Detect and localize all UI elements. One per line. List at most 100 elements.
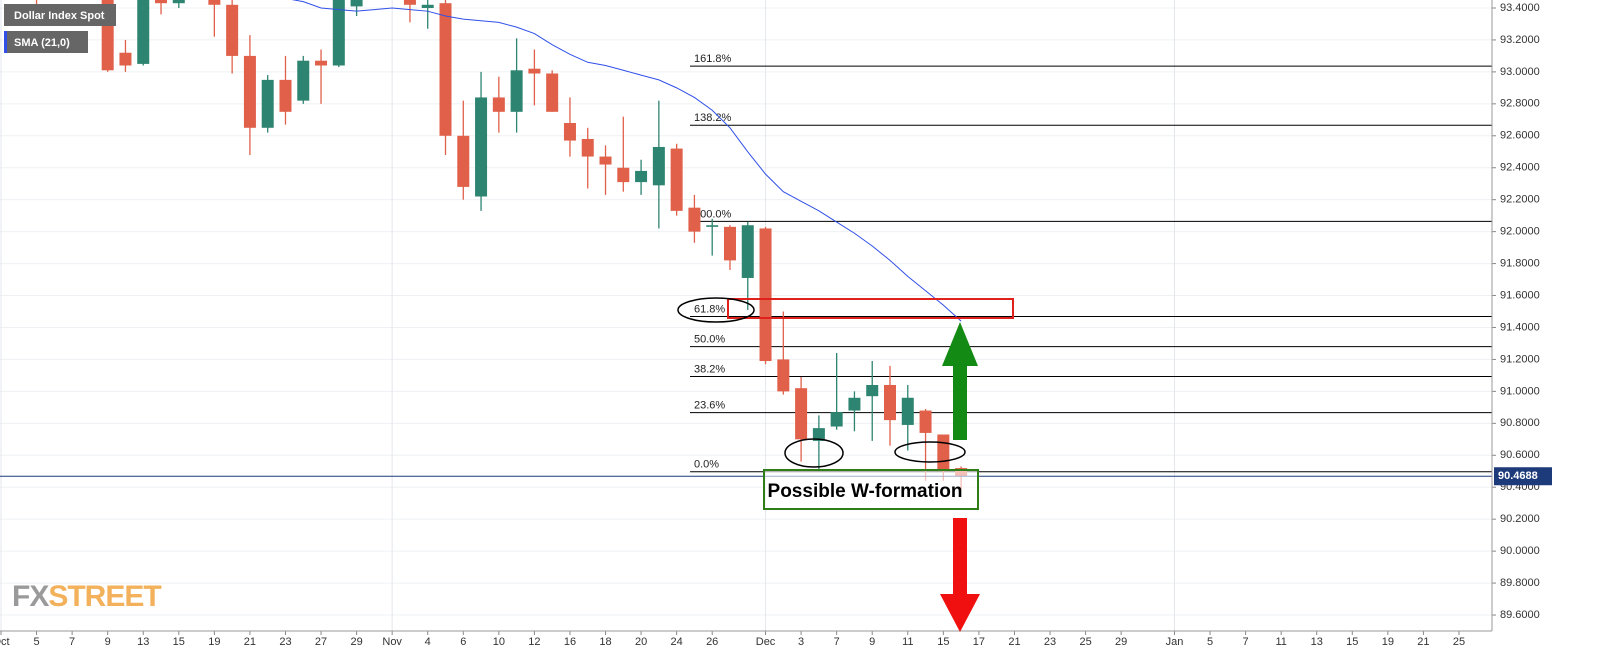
last-price-label: 90.4688 xyxy=(1498,470,1538,482)
x-tick-label: 24 xyxy=(671,636,683,648)
candle-body xyxy=(884,384,896,421)
x-tick-label: Dec xyxy=(756,636,776,648)
candle-body xyxy=(457,135,470,187)
candle-body xyxy=(812,428,825,441)
candle-body xyxy=(759,228,772,362)
watermark-fx: FX xyxy=(12,580,49,613)
candle-body xyxy=(119,52,132,66)
y-tick-label: 92.0000 xyxy=(1500,226,1540,238)
plot-area: 161.8% 138.2% 100.0% 61.8% 50.0% 38.2% 23.6% 0.… xyxy=(0,0,1492,491)
candle-body xyxy=(848,397,861,411)
fib-label: 23.6% xyxy=(694,400,725,412)
fib-label: 161.8% xyxy=(694,53,732,65)
candle-body xyxy=(492,97,505,112)
candle-body xyxy=(652,146,665,186)
x-tick-label: 3 xyxy=(798,636,804,648)
y-tick-label: 93.4000 xyxy=(1500,2,1540,14)
candle-body xyxy=(617,167,630,183)
legend-swatch xyxy=(4,31,7,53)
fib-label: 0.0% xyxy=(694,459,719,471)
candle-body xyxy=(599,156,612,165)
candle-body xyxy=(332,0,345,66)
x-tick-label: 6 xyxy=(460,636,466,648)
x-tick-label: 20 xyxy=(635,636,647,648)
candle-body xyxy=(226,4,239,56)
candle-body xyxy=(528,68,541,74)
candle-body xyxy=(510,70,523,112)
x-tick-label: 17 xyxy=(973,636,985,648)
x-tick-label: 11 xyxy=(902,636,913,648)
x-tick-label: Nov xyxy=(382,636,402,648)
candle-body xyxy=(137,0,150,64)
ellipse xyxy=(894,441,966,463)
x-tick-label: 9 xyxy=(869,636,875,648)
y-tick-label: 92.2000 xyxy=(1500,194,1540,206)
candle-body xyxy=(901,397,914,425)
x-tick-label: Jan xyxy=(1166,636,1184,648)
candle-body xyxy=(830,412,843,427)
x-tick-label: 21 xyxy=(1008,636,1020,648)
candle-body xyxy=(172,0,185,4)
x-tick-label: 10 xyxy=(493,636,505,648)
candle-body xyxy=(635,170,648,183)
x-tick-label: 9 xyxy=(105,636,111,648)
candle-body xyxy=(350,0,363,7)
x-tick-label: 5 xyxy=(1207,636,1213,648)
x-tick-label: 15 xyxy=(1346,636,1358,648)
grid xyxy=(0,0,1492,631)
watermark: FXSTREET xyxy=(12,580,161,613)
candle-body xyxy=(937,434,950,472)
y-tick-label: 91.8000 xyxy=(1500,257,1540,269)
overlay: Possible W-formation xyxy=(677,297,1014,632)
candle-body xyxy=(706,225,719,227)
candle-body xyxy=(155,0,168,4)
y-tick-label: 91.0000 xyxy=(1500,385,1540,397)
candle-body xyxy=(723,226,736,261)
sma-line xyxy=(291,0,962,322)
candle-body xyxy=(208,0,221,5)
x-tick-label: 18 xyxy=(599,636,611,648)
candle-body xyxy=(919,410,932,433)
up-arrow-head xyxy=(942,322,978,366)
legend: Dollar Index Spot SMA (21,0) xyxy=(4,4,116,53)
x-tick-label: 23 xyxy=(1044,636,1056,648)
candle-body xyxy=(795,388,808,440)
candle-body xyxy=(777,359,790,392)
x-tick-label: 5 xyxy=(33,636,39,648)
y-tick-label: 91.6000 xyxy=(1500,289,1540,301)
legend-box xyxy=(4,31,88,53)
watermark-street: STREET xyxy=(48,580,161,613)
candle-body xyxy=(261,79,274,128)
annotation-box xyxy=(763,469,979,510)
candle-body xyxy=(403,0,416,5)
x-tick-label: 7 xyxy=(834,636,840,648)
y-tick-label: 93.0000 xyxy=(1500,66,1540,78)
x-tick-label: 27 xyxy=(315,636,327,648)
fib-label: 138.2% xyxy=(694,112,732,124)
y-tick-label: 92.8000 xyxy=(1500,98,1540,110)
candle-body xyxy=(563,123,576,141)
x-tick-label: 29 xyxy=(350,636,362,648)
fib-label: 61.8% xyxy=(694,303,725,315)
y-tick-label: 90.8000 xyxy=(1500,417,1540,429)
y-tick-label: 90.2000 xyxy=(1500,513,1540,525)
x-tick-label: 29 xyxy=(1115,636,1127,648)
candle-body xyxy=(741,225,754,278)
annotation: Possible W-formation xyxy=(768,481,963,502)
candle-body xyxy=(688,207,701,232)
candle-body xyxy=(439,3,452,136)
fib-label: 38.2% xyxy=(694,363,725,375)
x-tick-label: 26 xyxy=(706,636,718,648)
fib-label: 50.0% xyxy=(694,334,725,346)
candle-body xyxy=(279,79,292,112)
ellipse xyxy=(677,297,755,323)
y-tick-label: 92.6000 xyxy=(1500,130,1540,142)
y-tick-label: 92.4000 xyxy=(1500,162,1540,174)
x-tick-label: 15 xyxy=(173,636,185,648)
y-tick-label: 91.4000 xyxy=(1500,321,1540,333)
ellipse xyxy=(784,438,844,468)
y-tick-label: 89.8000 xyxy=(1500,577,1540,589)
